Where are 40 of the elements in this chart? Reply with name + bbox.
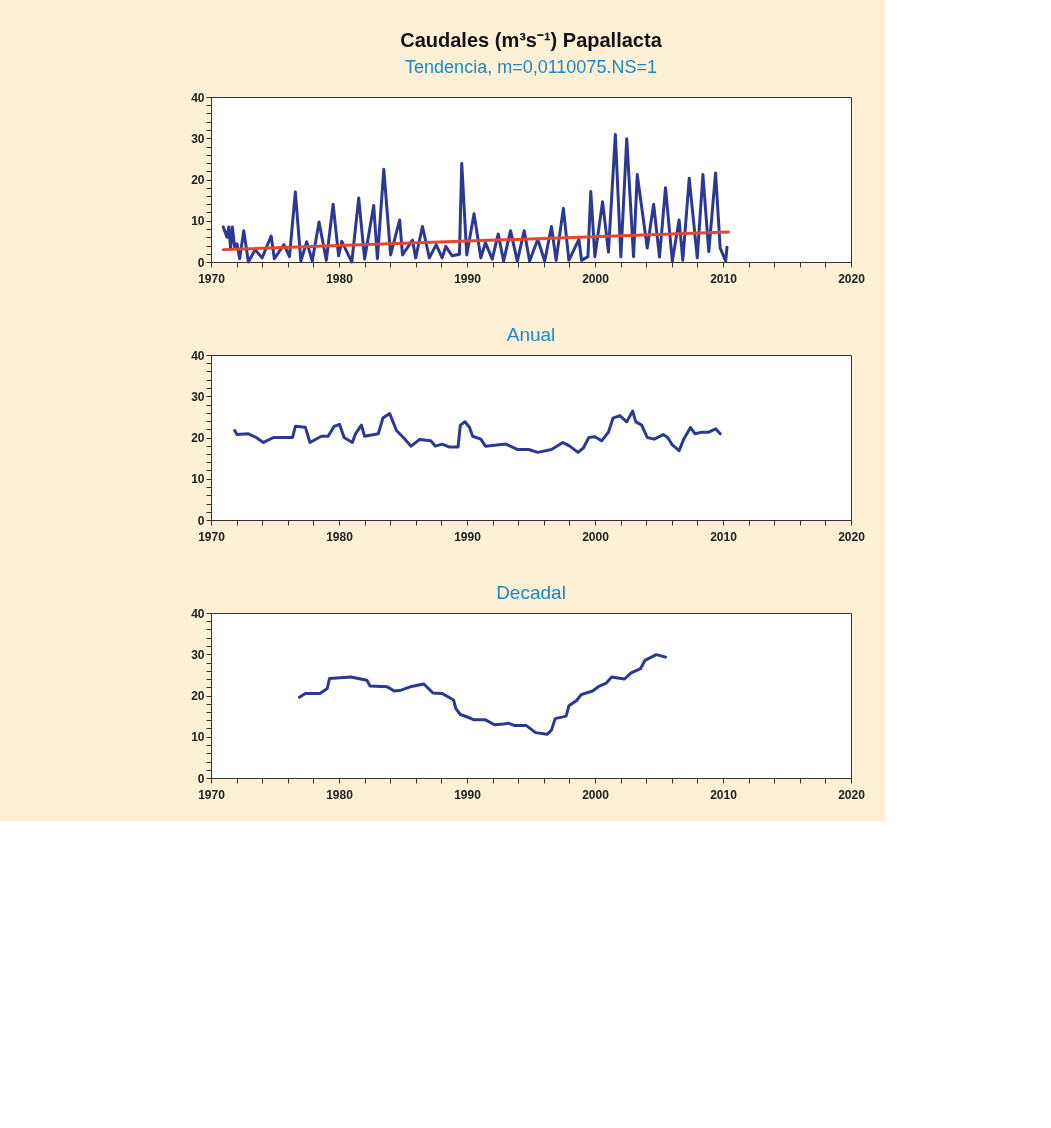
y-tick-label: 40 [191,348,205,363]
x-tick-label: 1970 [198,787,226,802]
x-tick-label: 2010 [710,271,738,286]
y-tick-label: 10 [191,472,205,487]
chart-title: Caudales (m³s⁻¹) Papallacta [400,29,663,51]
y-tick-label: 20 [191,173,205,187]
line-series [233,409,722,454]
y-tick-label: 0 [197,513,205,528]
x-tick-label: 2010 [710,529,738,544]
x-tick-label: 2000 [582,271,610,286]
x-tick-label: 1990 [454,271,482,286]
y-tick-label: 40 [191,90,205,105]
y-tick-label: 20 [191,689,205,703]
y-tick-label: 20 [191,431,205,445]
x-tick-label: 1990 [454,787,482,802]
chart-title: Decadal [496,582,566,603]
x-tick-label: 1980 [326,787,354,802]
y-tick-label: 40 [191,606,205,621]
chart-title: Anual [506,324,556,345]
x-tick-label: 2000 [582,787,610,802]
line-series [297,653,668,736]
y-tick-label: 30 [191,647,205,662]
y-tick-label: 10 [191,730,205,745]
x-tick-label: 1990 [454,529,482,544]
x-tick-label: 1970 [198,271,226,286]
x-tick-label: 2010 [710,787,738,802]
x-tick-label: 2020 [838,271,866,286]
y-tick-label: 30 [191,131,205,146]
line-series [221,133,729,264]
y-tick-label: 30 [191,389,205,404]
y-tick-label: 10 [191,214,205,229]
x-tick-label: 1980 [326,529,354,544]
x-tick-label: 2020 [838,529,866,544]
x-tick-label: 1970 [198,529,226,544]
x-tick-label: 1980 [326,271,354,286]
y-tick-label: 0 [197,255,205,270]
chart-subtitle: Tendencia, m=0,0110075.NS=1 [405,57,657,77]
x-tick-label: 2020 [838,787,866,802]
y-tick-label: 0 [197,771,205,786]
x-tick-label: 2000 [582,529,610,544]
